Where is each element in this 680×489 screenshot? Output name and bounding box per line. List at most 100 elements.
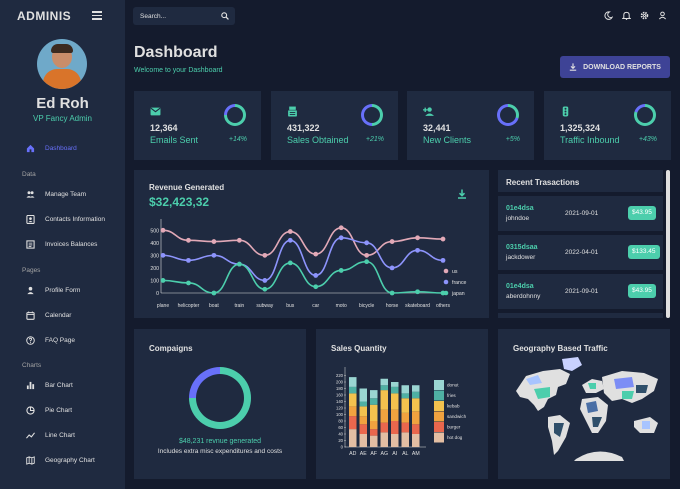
bar-segment-hot-dog: [359, 434, 367, 447]
download-icon[interactable]: [457, 189, 467, 199]
sidebar-item-geography-chart[interactable]: Geography Chart: [26, 453, 95, 467]
stat-label: Sales Obtained: [287, 135, 349, 145]
bar-segment-donut: [349, 377, 357, 387]
download-icon: [569, 63, 577, 71]
campaign-progress-ring: [189, 367, 251, 429]
bar-segment-kebab: [380, 390, 388, 410]
x-tick-label: moto: [336, 303, 347, 309]
menu-toggle-icon[interactable]: [92, 11, 102, 20]
progress-ring: [497, 104, 519, 126]
x-tick-label: horse: [386, 303, 399, 309]
receipt-icon: [26, 239, 35, 249]
home-icon: [26, 144, 35, 152]
bar-segment-kebab: [391, 393, 399, 410]
bar-segment-sandwich: [370, 421, 378, 430]
geography-panel: Geography Based Traffic: [498, 329, 670, 479]
search-input[interactable]: [140, 10, 218, 22]
stat-label: Emails Sent: [150, 135, 199, 145]
sidebar-item-dashboard[interactable]: Dashboard: [26, 141, 77, 155]
campaign-revenue: $48,231 revnue generated: [178, 438, 262, 445]
search-icon[interactable]: [221, 12, 229, 20]
sidebar-item-faq[interactable]: FAQ Page: [26, 333, 75, 347]
x-tick-label: AL: [402, 451, 408, 457]
x-tick-label: train: [234, 303, 244, 309]
sidebar-item-manage-team[interactable]: Manage Team: [26, 187, 86, 201]
legend-label-hot-dog: hot dog: [447, 435, 463, 440]
bar-segment-hot-dog: [391, 434, 399, 447]
page-title: Dashboard: [134, 44, 218, 61]
transaction-id: 0315dsaa: [506, 244, 538, 251]
campaigns-title: Compaigns: [149, 344, 193, 353]
x-tick-label: others: [436, 303, 450, 309]
y-tick-label: 160: [336, 393, 344, 398]
data-point-us: [364, 252, 370, 258]
bar-segment-fries: [391, 386, 399, 394]
help-icon: [26, 335, 35, 345]
x-tick-label: AM: [412, 451, 420, 457]
notifications-icon[interactable]: [622, 11, 631, 20]
sidebar-item-pie-chart[interactable]: Pie Chart: [26, 403, 72, 417]
x-tick-label: subway: [256, 303, 273, 309]
data-point-japan: [338, 268, 344, 273]
data-point-japan: [389, 290, 395, 296]
bar-segment-burger: [370, 429, 378, 436]
sidebar-item-contacts[interactable]: Contacts Information: [26, 212, 105, 226]
settings-icon[interactable]: [640, 11, 649, 20]
person-outline-icon: [27, 286, 34, 294]
data-point-us: [186, 237, 191, 243]
legend-label-burger: burger: [447, 425, 461, 430]
y-tick-label: 300: [150, 253, 159, 259]
bar-segment-hot-dog: [370, 435, 378, 447]
bar-segment-donut: [380, 378, 388, 386]
search-box: [133, 7, 235, 25]
x-tick-label: AE: [360, 451, 367, 457]
campaign-note: Includes extra misc expenditures and cos…: [157, 448, 283, 455]
bar-segment-hot-dog: [380, 432, 388, 447]
data-point-us: [415, 235, 420, 241]
download-reports-button[interactable]: DOWNLOAD REPORTS: [560, 56, 670, 78]
pie-chart-icon: [26, 405, 35, 415]
sidebar-item-bar-chart[interactable]: Bar Chart: [26, 378, 73, 392]
y-tick-label: 200: [150, 266, 159, 272]
bar-segment-donut: [401, 385, 409, 394]
bar-segment-hot-dog: [412, 434, 420, 447]
stat-value: 431,322: [287, 123, 320, 133]
legend-label-japan: japan: [451, 291, 465, 297]
dark-mode-icon[interactable]: [604, 11, 613, 20]
stat-card-clients: 32,441 New Clients +5%: [407, 91, 534, 160]
data-point-us: [338, 225, 344, 231]
sidebar-item-invoices[interactable]: Invoices Balances: [26, 237, 97, 251]
x-tick-label: AD: [349, 451, 356, 457]
legend-label-kebab: kebab: [447, 404, 460, 409]
bar-segment-burger: [349, 416, 357, 430]
person-icon[interactable]: [658, 11, 667, 20]
legend-label-sandwich: sandwich: [447, 414, 467, 419]
data-point-us: [313, 251, 319, 257]
data-point-us: [160, 227, 166, 233]
y-tick-label: 100: [336, 412, 344, 417]
bar-segment-kebab: [359, 406, 367, 417]
stat-percent: +14%: [228, 136, 247, 143]
stat-percent: +43%: [638, 136, 657, 143]
x-tick-label: helicopter: [178, 303, 200, 309]
transactions-scrollbar[interactable]: [666, 170, 670, 318]
stat-label: New Clients: [423, 135, 472, 145]
sidebar-item-line-chart[interactable]: Line Chart: [26, 428, 75, 442]
sidebar-item-profile-form[interactable]: Profile Form: [26, 283, 80, 297]
sidebar: ADMINIS Ed Roh VP Fancy Admin Dashboard …: [0, 0, 125, 489]
y-tick-label: 100: [150, 278, 159, 284]
data-point-france: [186, 257, 191, 263]
transaction-user: aberdohnny: [506, 293, 541, 300]
stat-value: 1,325,324: [560, 123, 601, 133]
user-name: Ed Roh: [36, 95, 89, 112]
data-point-france: [364, 240, 370, 246]
x-tick-label: plane: [157, 303, 169, 309]
data-point-us: [211, 239, 217, 244]
transactions-header: Recent Trasactions: [498, 170, 663, 194]
sidebar-item-calendar[interactable]: Calendar: [26, 308, 71, 322]
legend-marker-japan: [443, 290, 449, 296]
x-tick-label: car: [312, 303, 319, 309]
transaction-cost-badge: $43.95: [628, 206, 656, 220]
x-tick-label: bus: [286, 303, 295, 309]
